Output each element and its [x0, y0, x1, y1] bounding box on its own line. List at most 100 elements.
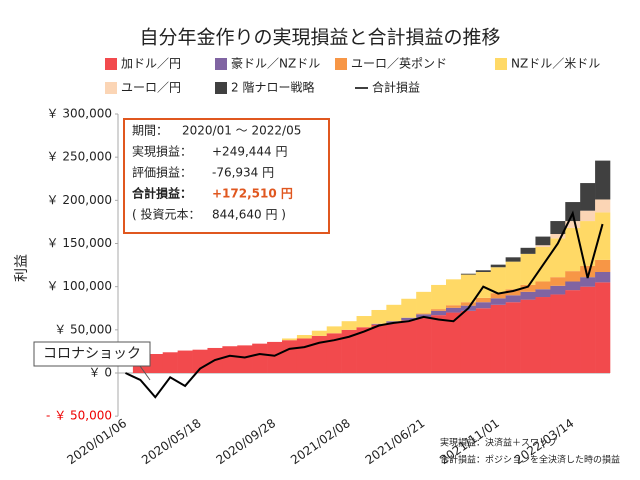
bar-segment	[595, 199, 611, 213]
bar-segment	[431, 310, 447, 316]
legend-label: 加ドル／円	[121, 57, 181, 71]
legend-swatch	[215, 58, 227, 70]
info-label: 期間：	[132, 124, 168, 138]
bar-segment	[490, 264, 506, 268]
info-label: 実現損益：	[132, 144, 192, 159]
legend-label: 豪ドル／NZドル	[231, 56, 320, 71]
bar-segment	[505, 257, 521, 262]
bar-segment	[311, 330, 328, 336]
bar-segment	[505, 289, 521, 296]
bar-segment	[341, 321, 357, 330]
info-value: 2020/01 ～ 2022/05	[182, 124, 301, 138]
y-tick-label: ￥ 0	[89, 366, 112, 380]
bar-segment	[296, 338, 313, 373]
bar-segment	[460, 274, 477, 303]
bar-segment	[416, 317, 432, 373]
bar-segment	[550, 294, 566, 373]
note: 実現損益：決済益＋スワップ	[440, 437, 557, 449]
legend-label: 合計損益	[372, 80, 420, 95]
bar-segment	[535, 289, 551, 298]
legend-label: ユーロ／英ポンド	[351, 57, 447, 71]
info-label: 合計損益：	[132, 186, 192, 201]
info-value: 844,640 円 )	[212, 208, 286, 222]
bar-segment	[550, 285, 566, 295]
x-tick-label: 2020/01/06	[64, 416, 129, 467]
bar-segment	[565, 281, 581, 291]
bar-segment	[431, 315, 447, 373]
bar-segment	[267, 341, 283, 373]
info-value: +249,444 円	[212, 145, 288, 159]
bar-segment	[565, 221, 581, 228]
bar-segment	[356, 316, 372, 328]
bar-segment	[401, 320, 417, 373]
bar-segment	[475, 297, 492, 303]
legend-label: NZドル／米ドル	[511, 57, 600, 71]
bar-segment	[490, 267, 506, 294]
bar-segment	[565, 290, 581, 373]
x-tick-label: 2021/02/08	[288, 416, 353, 467]
bar-segment	[565, 227, 581, 272]
total-line	[125, 210, 604, 399]
legend-swatch	[215, 82, 227, 94]
y-tick-label: ￥ 300,000	[47, 107, 112, 121]
bar-segment	[535, 297, 551, 373]
x-tick-label: 2021/06/21	[363, 416, 428, 467]
bar-segment	[535, 245, 551, 247]
legend-swatch	[495, 58, 507, 70]
legend-swatch	[105, 58, 117, 70]
bar-segment	[446, 312, 462, 373]
bar-segment	[550, 221, 566, 235]
bar-segment	[296, 335, 313, 339]
bar-segment	[505, 261, 521, 290]
bar-segment	[520, 253, 536, 285]
legend-swatch	[335, 58, 347, 70]
bar-segment	[475, 270, 492, 272]
bar-segment	[580, 286, 596, 373]
bar-segment	[580, 265, 596, 278]
bar-segment	[147, 354, 164, 373]
y-tick-label: ￥ 50,000	[54, 322, 112, 336]
bar-segment	[595, 282, 611, 373]
bar-segment	[550, 277, 566, 286]
bar-segment	[490, 293, 506, 299]
y-tick-label: ￥ 150,000	[47, 236, 112, 250]
note: 合計損益：ポジションを全決済した時の損益	[440, 454, 620, 466]
bar-segment	[475, 302, 492, 309]
annotation: コロナショック	[43, 346, 141, 362]
bar-segment	[490, 298, 506, 305]
info-value: +172,510 円	[212, 187, 293, 201]
info-box	[123, 118, 330, 234]
bar-segment	[550, 234, 566, 239]
bar-segment	[565, 271, 581, 282]
bar-segment	[595, 271, 611, 283]
annotation-box	[33, 341, 151, 367]
bar-segment	[520, 247, 536, 254]
bar-segment	[162, 352, 178, 373]
bar-segment	[386, 304, 402, 322]
bar-segment	[446, 279, 462, 306]
bar-segment	[595, 212, 611, 260]
bar-segment	[341, 329, 357, 373]
chart-title: 自分年金作りの実現損益と合計損益の推移	[139, 27, 500, 49]
bar-segment	[535, 281, 551, 290]
bar-segment	[371, 324, 387, 373]
bar-segment	[520, 291, 536, 300]
bar-segment	[460, 273, 477, 275]
bar-segment	[401, 317, 417, 321]
bar-segment	[595, 259, 611, 272]
bar-segment	[505, 302, 521, 373]
bar-segment	[326, 333, 342, 373]
bar-segment	[177, 350, 193, 373]
bar-segment	[475, 308, 492, 373]
y-tick-label: ￥ 200,000	[47, 193, 112, 207]
bar-segment	[580, 210, 596, 222]
y-tick-label: - ￥ 50,000	[46, 409, 112, 423]
bar-segment	[446, 307, 462, 313]
bar-segment	[490, 304, 506, 373]
bar-segment	[416, 291, 432, 314]
legend-label: ユーロ／円	[121, 81, 181, 95]
bar-segment	[446, 305, 462, 308]
bar-segment	[505, 295, 521, 303]
bar-segment	[311, 335, 328, 373]
